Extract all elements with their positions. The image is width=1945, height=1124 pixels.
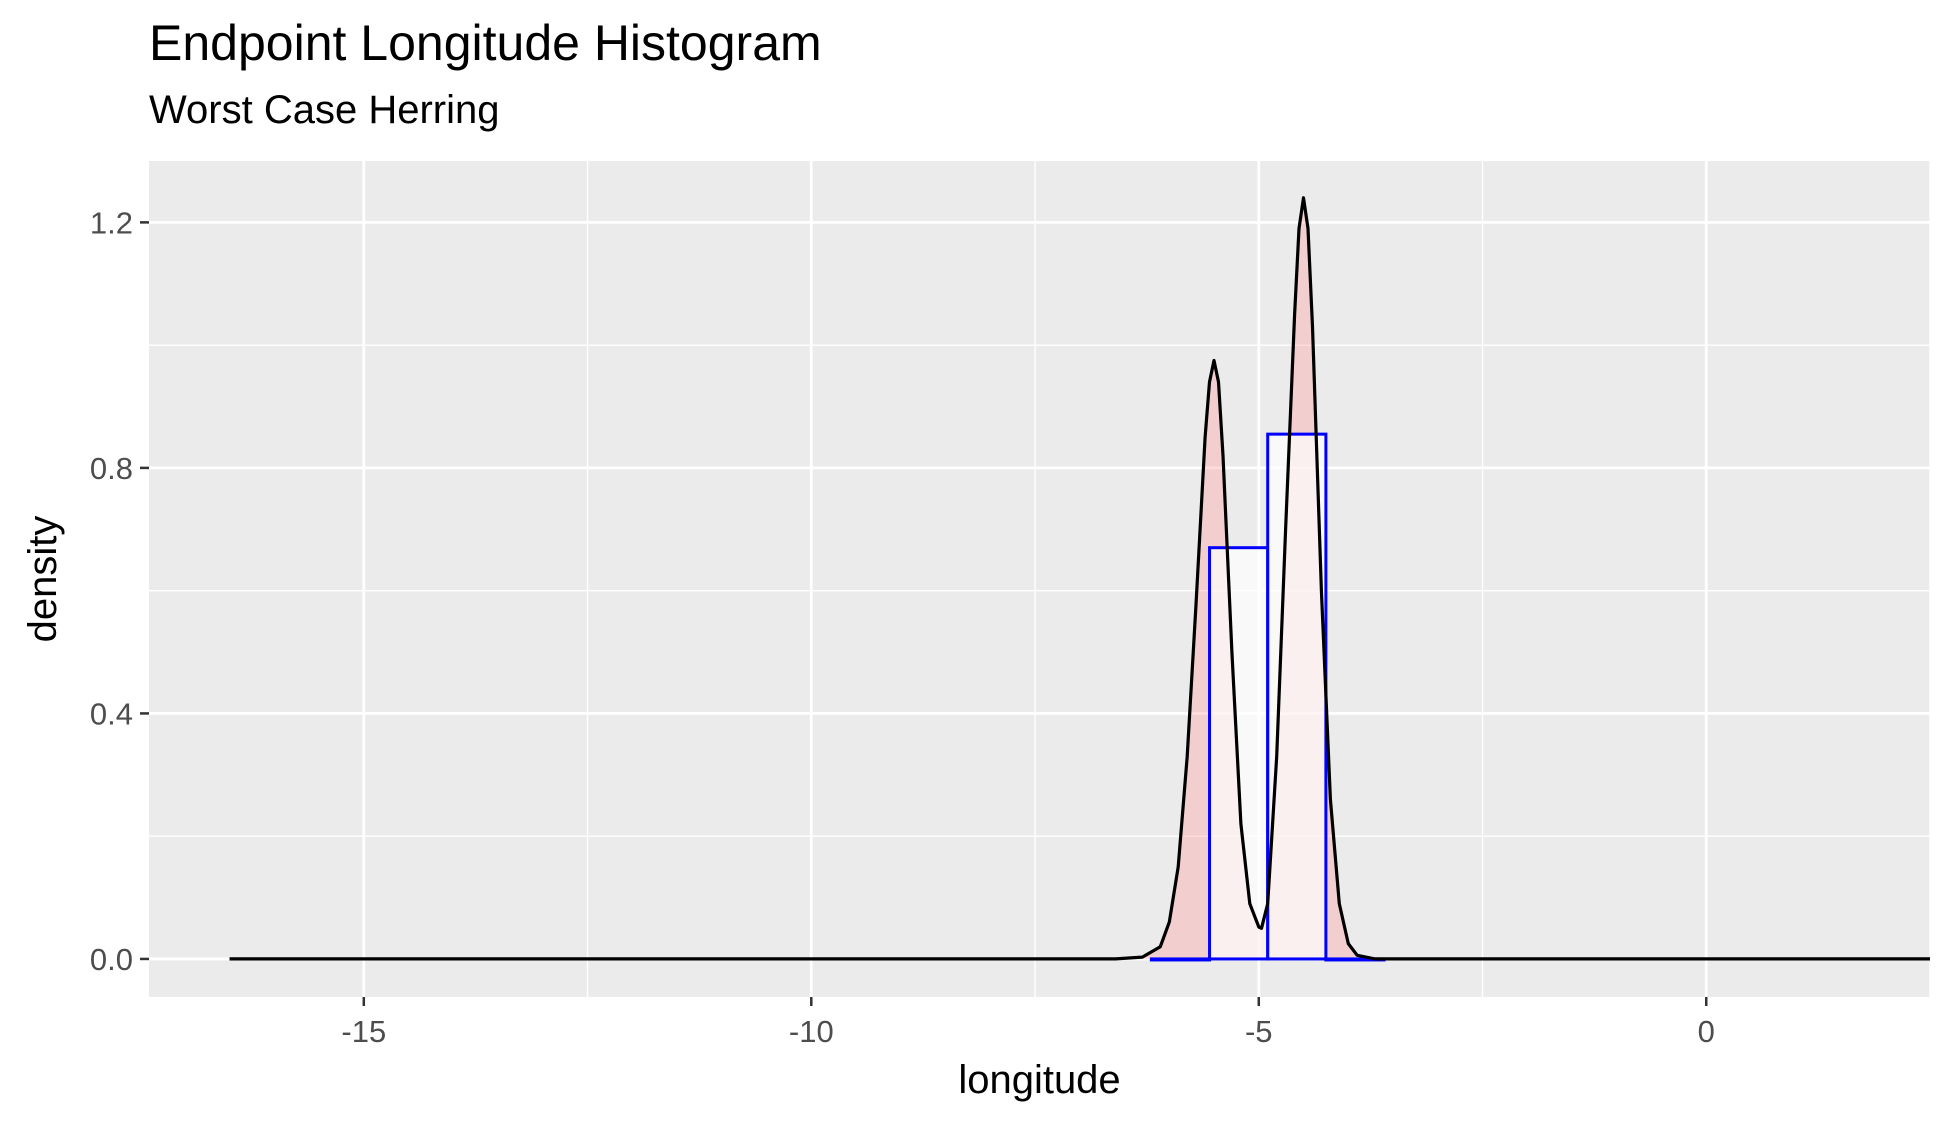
x-tick-label: 0 (1698, 1014, 1715, 1049)
x-axis-title: longitude (958, 1058, 1120, 1102)
y-tick-label: 1.2 (90, 205, 133, 240)
y-tick-label: 0.8 (90, 451, 133, 486)
density-curve-layer (229, 196, 1930, 961)
chart-title: Endpoint Longitude Histogram (149, 15, 822, 71)
x-tick-label: -5 (1245, 1014, 1273, 1049)
x-tick-label: -10 (789, 1014, 834, 1049)
density-curve (229, 196, 1930, 961)
y-tick-label: 0.4 (90, 696, 133, 731)
minor-gridlines (149, 161, 1931, 997)
y-axis-title: density (21, 516, 65, 643)
plot-panel (149, 161, 1930, 997)
histogram-bars (1149, 432, 1386, 962)
y-tick-label: 0.0 (90, 942, 133, 977)
x-tick-label: -15 (341, 1014, 386, 1049)
chart-subtitle: Worst Case Herring (149, 88, 500, 132)
x-axis: -15 -10 -5 0 (341, 997, 1715, 1049)
histogram-bar (1266, 432, 1328, 961)
histogram-bar (1149, 957, 1212, 962)
y-axis: 0.0 0.4 0.8 1.2 (90, 205, 149, 977)
